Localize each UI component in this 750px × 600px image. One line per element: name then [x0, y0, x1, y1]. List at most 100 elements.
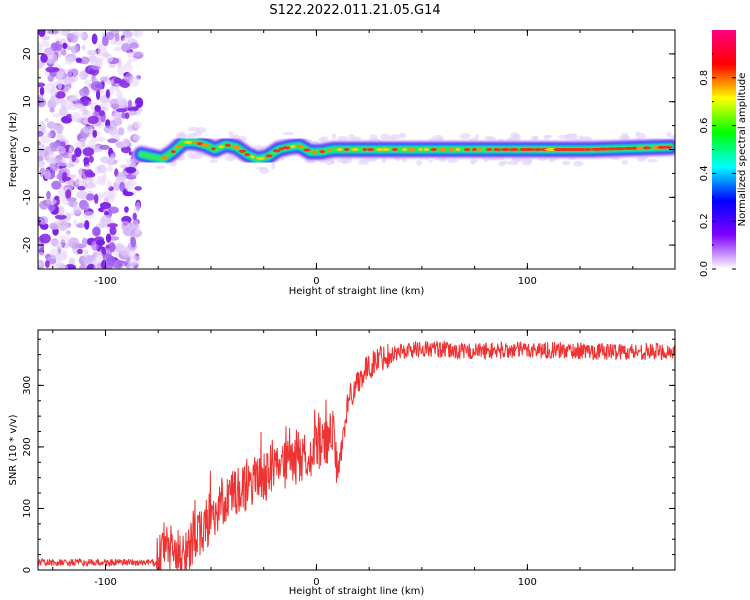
halo-blob: [209, 159, 218, 164]
ridge-hotspot: [642, 146, 651, 150]
ridge-hotspot: [161, 156, 168, 160]
noise-blob: [133, 51, 144, 59]
ridge-hotspot: [636, 146, 645, 150]
noise-blob: [128, 110, 137, 116]
halo-blob: [647, 158, 658, 163]
halo-blob: [398, 132, 406, 139]
noise-blob: [41, 35, 51, 41]
snr-frame: [37, 329, 676, 571]
noise-blob: [125, 166, 137, 174]
ridge-hotspot: [533, 148, 542, 151]
noise-blob: [49, 162, 59, 172]
x-tick-label: 100: [518, 276, 537, 287]
ridge-hotspot: [448, 148, 455, 151]
colorbar: 0.0 0.2 0.4 0.6 0.8 Normalized spectral ampl…: [699, 30, 748, 277]
ridge-hotspot: [500, 148, 511, 151]
noise-blob: [75, 57, 82, 63]
spectrogram-y-axis-label: Frequency (Hz): [8, 112, 19, 188]
noise-blob: [94, 59, 103, 68]
ridge-hotspot: [282, 146, 291, 150]
noise-blob: [51, 221, 62, 230]
noise-blob: [128, 265, 134, 269]
spectral-ridge: [132, 133, 675, 169]
halo-blob: [225, 155, 236, 162]
noise-blob: [39, 121, 46, 132]
noise-blob: [93, 57, 105, 62]
noise-blob: [44, 259, 50, 268]
noise-blob: [99, 144, 110, 150]
halo-blob: [369, 134, 378, 139]
noise-blob: [131, 219, 139, 231]
noise-blob: [106, 31, 115, 41]
noise-blob: [130, 57, 139, 63]
noise-blob: [38, 82, 46, 88]
noise-blob: [76, 248, 83, 255]
halo-blob: [337, 157, 348, 164]
noise-blob: [86, 263, 96, 269]
noise-blob: [92, 256, 103, 264]
halo-blob: [510, 132, 519, 139]
ridge-hotspot: [290, 145, 296, 149]
ridge-hotspot: [176, 144, 183, 148]
noise-blob: [101, 158, 114, 165]
noise-blob: [102, 253, 113, 262]
x-tick-label: 0: [313, 577, 319, 588]
halo-blob: [415, 160, 423, 166]
noise-blob: [122, 36, 134, 43]
ridge-hotspot: [343, 148, 350, 151]
noise-blob: [134, 186, 142, 191]
x-tick-label: -100: [94, 577, 117, 588]
halo-blob: [470, 159, 476, 165]
ridge-hotspot: [244, 152, 251, 156]
noise-blob: [122, 62, 133, 72]
noise-blob: [122, 30, 133, 39]
ridge-hotspot: [184, 140, 193, 144]
x-tick-label: 0: [313, 276, 319, 287]
noise-blob: [56, 69, 65, 80]
noise-blob: [72, 206, 82, 214]
halo-blob: [282, 131, 295, 136]
noise-blob: [65, 230, 72, 235]
noise-blob: [70, 173, 77, 179]
halo-blob: [561, 160, 571, 166]
noise-blob: [55, 252, 67, 261]
halo-blob: [474, 134, 479, 140]
noise-blob: [66, 113, 72, 120]
noise-blob: [98, 110, 105, 117]
noise-blob: [76, 181, 86, 186]
noise-blob: [48, 258, 57, 265]
halo-blob: [623, 135, 631, 140]
noise-blob: [55, 91, 66, 99]
noise-blob: [40, 53, 48, 63]
noise-blob: [64, 212, 76, 217]
noise-blob: [81, 237, 88, 248]
noise-blob: [93, 193, 99, 204]
noise-blob: [64, 56, 75, 65]
noise-blob: [65, 189, 72, 200]
noise-blob: [113, 77, 122, 84]
noise-blob: [43, 168, 51, 180]
ridge-hotspot: [463, 148, 471, 151]
halo-blob: [635, 132, 646, 140]
halo-blob: [543, 135, 550, 141]
ridge-hotspot: [218, 145, 225, 149]
noise-blob: [127, 58, 132, 65]
snr-y-axis-label: SNR (10 * v/v): [8, 414, 19, 485]
ridge-hotspot: [381, 148, 390, 151]
ridge-hotspot: [238, 149, 247, 153]
ridge-hotspot: [278, 147, 284, 151]
ridge-hotspot: [312, 150, 317, 154]
halo-blob: [187, 126, 200, 132]
noise-blob: [99, 76, 109, 83]
noise-blob: [84, 220, 90, 230]
y-tick-label: 0: [22, 567, 33, 573]
noise-blob: [46, 196, 51, 206]
halo-blob: [521, 159, 533, 166]
noise-blob: [114, 32, 120, 42]
noise-blob: [92, 129, 98, 138]
ridge-hotspot: [319, 150, 326, 154]
noise-blob: [122, 76, 132, 81]
snr-series-line: [38, 339, 675, 570]
noise-blob: [38, 148, 47, 157]
noise-blob: [82, 254, 94, 263]
